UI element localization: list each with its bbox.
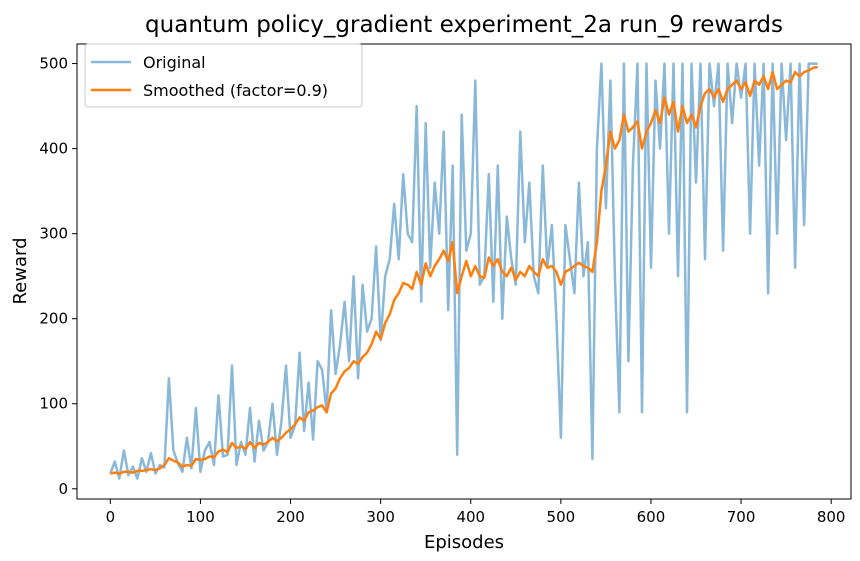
y-tick-label: 300 bbox=[39, 225, 68, 243]
smoothed-series bbox=[110, 65, 818, 475]
x-axis-label: Episodes bbox=[424, 532, 504, 553]
x-tick-label: 300 bbox=[366, 508, 395, 526]
plot-area bbox=[76, 43, 852, 500]
plot-frame bbox=[76, 43, 852, 500]
y-tick-label: 100 bbox=[39, 395, 68, 413]
y-tick-label: 500 bbox=[39, 55, 68, 73]
y-tick-label: 200 bbox=[39, 310, 68, 328]
chart-title: quantum policy_gradient experiment_2a ru… bbox=[145, 12, 783, 38]
y-axis: 0 100 200 300 400 500 bbox=[39, 55, 77, 498]
legend-box bbox=[84, 43, 363, 108]
x-tick-label: 500 bbox=[547, 508, 576, 526]
x-axis: 0 100 200 300 400 500 600 700 800 bbox=[106, 499, 846, 526]
x-tick-label: 100 bbox=[186, 508, 215, 526]
legend: Original Smoothed (factor=0.9) bbox=[84, 43, 363, 108]
x-tick-label: 200 bbox=[276, 508, 305, 526]
x-tick-label: 400 bbox=[456, 508, 485, 526]
original-series bbox=[109, 62, 818, 480]
x-tick-label: 700 bbox=[727, 508, 756, 526]
y-axis-label: Reward bbox=[10, 237, 31, 304]
x-tick-label: 0 bbox=[106, 508, 116, 526]
legend-original-label: Original bbox=[143, 53, 206, 72]
y-tick-label: 400 bbox=[39, 140, 68, 158]
y-tick-label: 0 bbox=[58, 480, 68, 498]
smoothed-series-line bbox=[110, 65, 818, 475]
legend-smoothed-label: Smoothed (factor=0.9) bbox=[143, 81, 328, 100]
x-tick-label: 600 bbox=[637, 508, 666, 526]
original-series-line bbox=[109, 62, 818, 480]
x-tick-label: 800 bbox=[817, 508, 846, 526]
